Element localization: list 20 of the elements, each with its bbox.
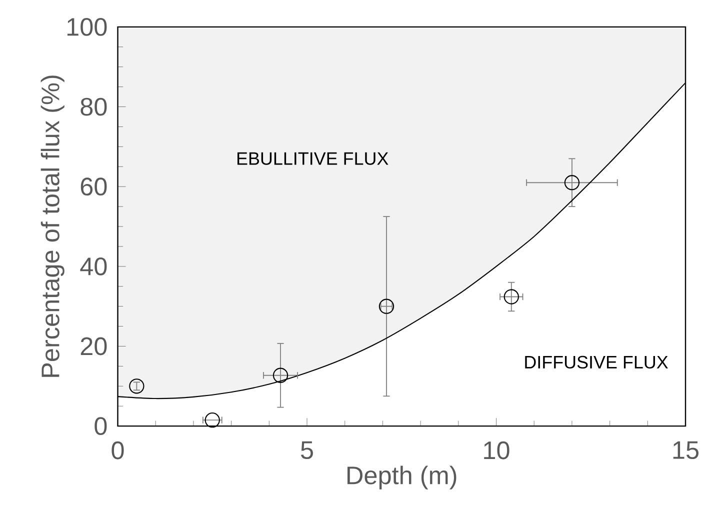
x-tick-label: 15 bbox=[673, 441, 699, 460]
point bbox=[378, 298, 394, 314]
x-tick-label: 10 bbox=[484, 441, 510, 460]
y-tick-label: 60 bbox=[80, 178, 107, 196]
point bbox=[504, 289, 519, 304]
point bbox=[564, 175, 580, 190]
y-tick-label: 0 bbox=[94, 417, 107, 436]
y-tick-label: 80 bbox=[80, 98, 107, 116]
y-tick-label: 100 bbox=[67, 18, 107, 36]
point bbox=[204, 412, 220, 428]
point bbox=[272, 368, 288, 384]
x-tick-label: 0 bbox=[112, 441, 124, 460]
point bbox=[129, 378, 144, 394]
annotation: EBULLITIVE FLUX bbox=[237, 152, 388, 165]
y-tick-label: 20 bbox=[80, 337, 107, 356]
y-tick-label: 40 bbox=[80, 258, 107, 276]
x-axis-title: Depth (m) bbox=[348, 466, 456, 490]
annotation: DIFFUSIVE FLUX bbox=[525, 356, 668, 369]
y-axis-title: Percentage of total flux (%) bbox=[40, 76, 64, 377]
x-tick-label: 5 bbox=[300, 441, 313, 460]
